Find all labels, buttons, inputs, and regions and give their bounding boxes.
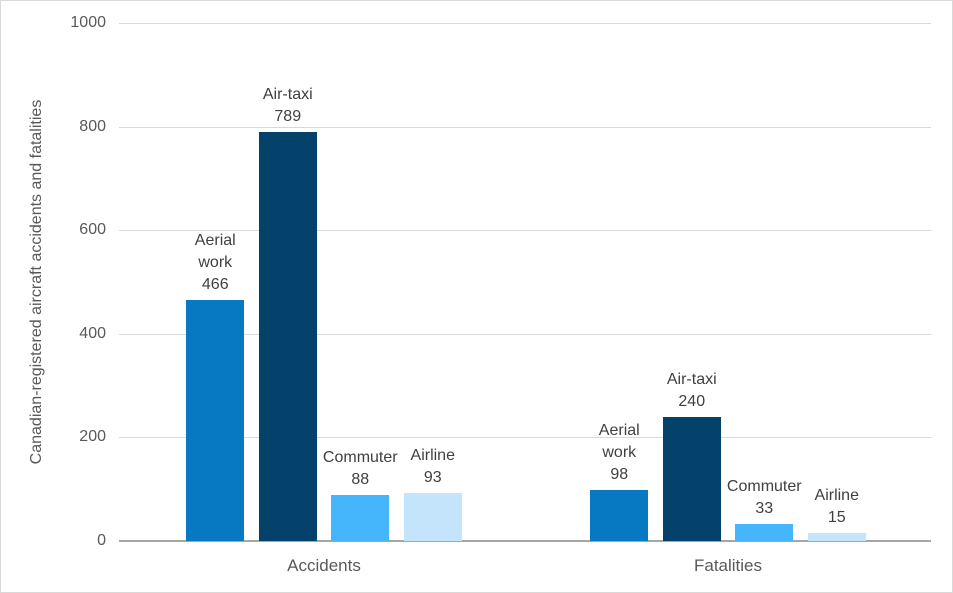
bar-label-line: work xyxy=(198,253,233,271)
bar-accidents-aerial-work xyxy=(186,299,245,541)
gridline-400 xyxy=(119,333,931,335)
bar-fatalities-airline xyxy=(807,533,866,541)
bar-label-line: Airline xyxy=(410,446,455,464)
x-axis-line xyxy=(119,540,931,542)
bar-label-line: Commuter xyxy=(322,449,398,467)
bar-label-line: 15 xyxy=(827,509,846,527)
bar-label-line: 789 xyxy=(274,108,302,126)
bar-label-line: 93 xyxy=(423,468,442,486)
bar-label-fatalities-airline: Airline 15 xyxy=(782,485,892,529)
x-category-label-fatalities: Fatalities xyxy=(693,556,763,575)
gridline-200 xyxy=(119,437,931,439)
bar-label-line: 466 xyxy=(201,275,229,293)
bar-label-line: Airline xyxy=(814,487,859,505)
bar-label-line: Air-taxi xyxy=(262,86,313,104)
y-tick-label-400: 400 xyxy=(79,324,106,342)
gridline-1000 xyxy=(119,23,931,24)
bar-accidents-airline xyxy=(403,492,462,541)
bar-label-accidents-commuter: Commuter 88 xyxy=(305,447,415,491)
bar-label-line: 240 xyxy=(678,392,706,410)
bar-label-line: work xyxy=(602,444,637,462)
bar-label-accidents-air-taxi: Air-taxi 789 xyxy=(233,84,343,128)
y-tick-label-800: 800 xyxy=(79,117,106,135)
gridline-800 xyxy=(119,126,931,128)
bar-label-fatalities-commuter: Commuter 33 xyxy=(709,476,819,520)
bar-fatalities-air-taxi xyxy=(662,416,721,541)
bar-fatalities-aerial-work xyxy=(590,490,649,541)
gridline-600 xyxy=(119,230,931,232)
bar-label-accidents-aerial-work: Aerial work 466 xyxy=(160,230,270,296)
y-tick-label-200: 200 xyxy=(79,428,106,446)
bar-label-line: Aerial xyxy=(194,231,236,249)
y-tick-label-600: 600 xyxy=(79,221,106,239)
x-category-label-accidents: Accidents xyxy=(287,556,361,575)
bar-label-line: Air-taxi xyxy=(666,370,717,388)
bar-label-fatalities-aerial-work: Aerial work 98 xyxy=(564,420,674,486)
bar-label-line: Aerial xyxy=(598,422,640,440)
bar-label-line: 33 xyxy=(755,499,774,517)
bar-accidents-commuter xyxy=(331,495,390,541)
bar-fatalities-commuter xyxy=(735,523,794,541)
bar-label-accidents-airline: Airline 93 xyxy=(378,445,488,489)
bar-label-line: 98 xyxy=(610,466,629,484)
y-tick-label-1000: 1000 xyxy=(70,14,106,31)
bar-label-line: 88 xyxy=(351,471,370,489)
bar-label-line: Commuter xyxy=(726,477,802,495)
bar-label-fatalities-air-taxi: Air-taxi 240 xyxy=(637,369,747,413)
y-tick-label-0: 0 xyxy=(97,532,106,549)
bar-accidents-air-taxi xyxy=(258,132,317,541)
